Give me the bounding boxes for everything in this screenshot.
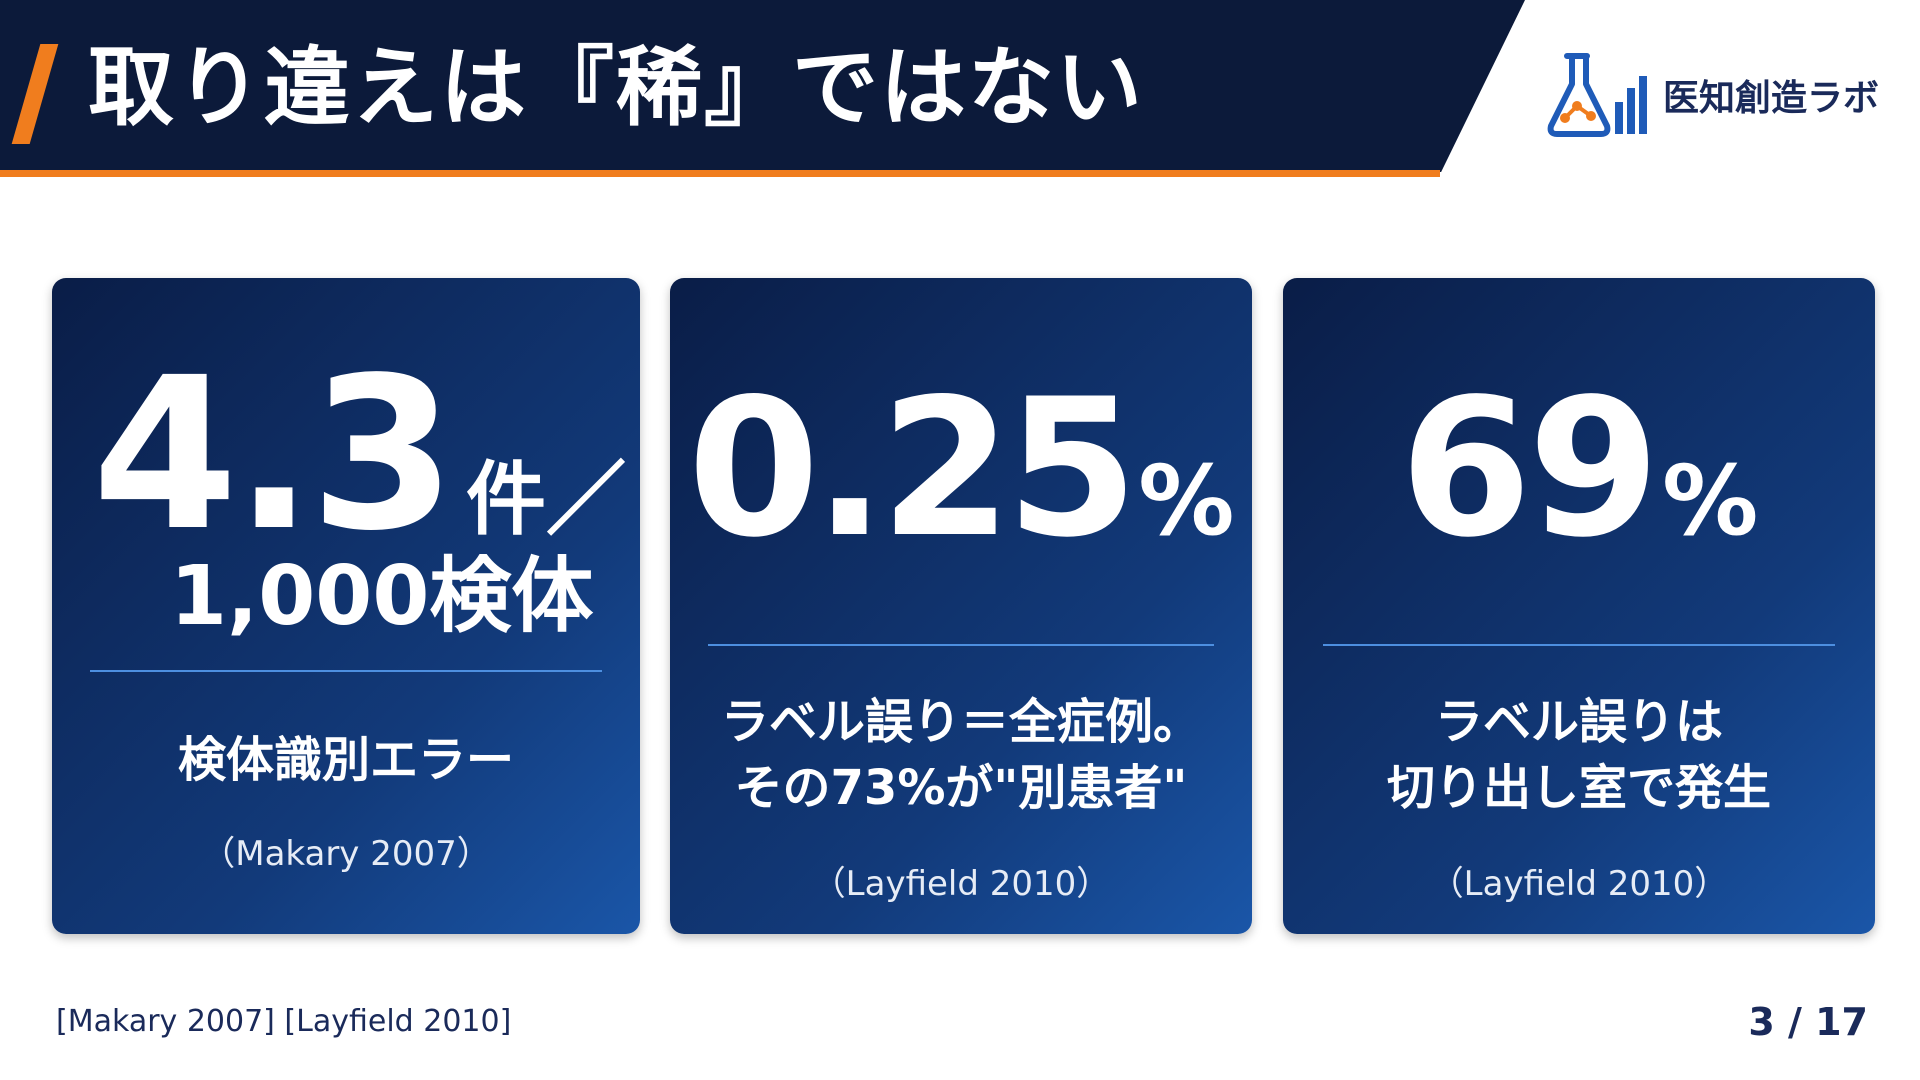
stat-subunit: 1,000検体 [170, 549, 594, 644]
page-number: 3 / 17 [1748, 1000, 1868, 1044]
stat-card-specimen-error: 4.3 件／ 1,000検体 検体識別エラー （Makary 2007） [52, 278, 640, 934]
stat-value-group: 69% [1283, 374, 1875, 564]
stat-citation: （Layfield 2010） [811, 864, 1111, 904]
stat-unit: % [1662, 445, 1759, 557]
stat-number: 69 [1399, 358, 1660, 579]
stat-description-line1: ラベル誤りは [1434, 694, 1723, 750]
card-divider [90, 670, 602, 672]
stat-citation: （Layfield 2010） [1429, 864, 1729, 904]
slide-header: 取り違えは『稀』ではない [0, 0, 1920, 180]
header-background [0, 0, 1525, 172]
slide-title: 取り違えは『稀』ではない [88, 38, 1144, 138]
footer-references: [Makary 2007] [Layfield 2010] [56, 1004, 512, 1039]
stat-description-line2: その73%が"別患者" [734, 760, 1188, 816]
stat-number: 0.25 [687, 358, 1139, 579]
card-divider [1323, 644, 1835, 646]
stat-card-grossing-room: 69% ラベル誤りは 切り出し室で発生 （Layfield 2010） [1283, 278, 1875, 934]
brand-logo: 医知創造ラボ [1545, 50, 1879, 140]
flask-chart-icon [1545, 50, 1651, 140]
stat-unit: 件／ [466, 453, 627, 546]
stat-card-label-error-rate: 0.25% ラベル誤り＝全症例。 その73%が"別患者" （Layfield 2… [670, 278, 1252, 934]
header-accent-line [0, 170, 1440, 177]
stat-unit: % [1138, 445, 1235, 557]
stat-description-line1: ラベル誤り＝全症例。 [720, 694, 1201, 750]
stat-number: 4.3 [92, 332, 456, 577]
brand-name: 医知創造ラボ [1663, 78, 1880, 119]
card-divider [708, 644, 1214, 646]
stat-description: 検体識別エラー [177, 732, 514, 788]
stat-citation: （Makary 2007） [201, 834, 491, 874]
stat-value-group: 4.3 件／ [92, 350, 626, 560]
stat-description-line2: 切り出し室で発生 [1386, 760, 1771, 816]
stat-value-group: 0.25% [670, 374, 1252, 564]
